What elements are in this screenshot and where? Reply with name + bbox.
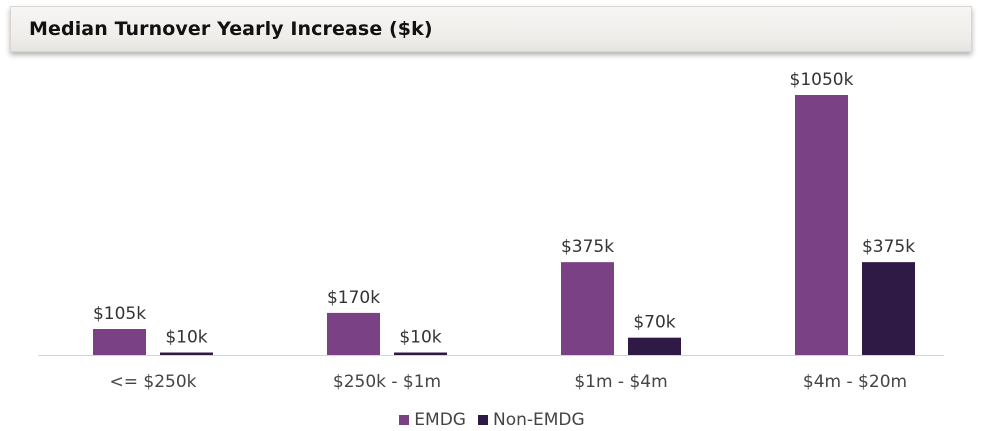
data-label-emdg-1: $105k [93, 304, 146, 324]
bar-non-emdg-1 [160, 352, 213, 355]
bar-emdg-4 [795, 95, 848, 355]
legend-swatch-emdg [399, 415, 410, 425]
x-tick-label-3: $1m - $4m [574, 372, 667, 392]
bar-non-emdg-2 [394, 352, 447, 355]
data-label-non-emdg-2: $10k [399, 328, 441, 348]
data-label-emdg-4: $1050k [790, 70, 854, 90]
x-tick-label-2: $250k - $1m [333, 372, 441, 392]
chart-title: Median Turnover Yearly Increase ($k) [29, 18, 433, 40]
legend-swatch-non-emdg [477, 415, 488, 425]
data-label-emdg-2: $170k [327, 288, 380, 308]
chart-legend: EMDG Non-EMDG [0, 410, 984, 430]
legend-item-non-emdg: Non-EMDG [477, 410, 585, 430]
legend-item-emdg: EMDG [399, 410, 466, 430]
bar-emdg-1 [93, 329, 146, 355]
bar-non-emdg-3 [628, 337, 681, 355]
data-label-non-emdg-3: $70k [633, 313, 675, 333]
bar-non-emdg-4 [862, 262, 915, 355]
x-tick-label-1: <= $250k [109, 372, 196, 392]
bar-emdg-3 [561, 262, 614, 355]
bar-emdg-2 [327, 312, 380, 355]
legend-label-non-emdg: Non-EMDG [492, 410, 585, 430]
data-label-non-emdg-1: $10k [165, 328, 207, 348]
x-tick-label-4: $4m - $20m [803, 372, 907, 392]
data-label-emdg-3: $375k [561, 237, 614, 257]
chart-title-bar: Median Turnover Yearly Increase ($k) [10, 6, 972, 52]
legend-label-emdg: EMDG [414, 410, 466, 430]
data-label-non-emdg-4: $375k [862, 237, 915, 257]
